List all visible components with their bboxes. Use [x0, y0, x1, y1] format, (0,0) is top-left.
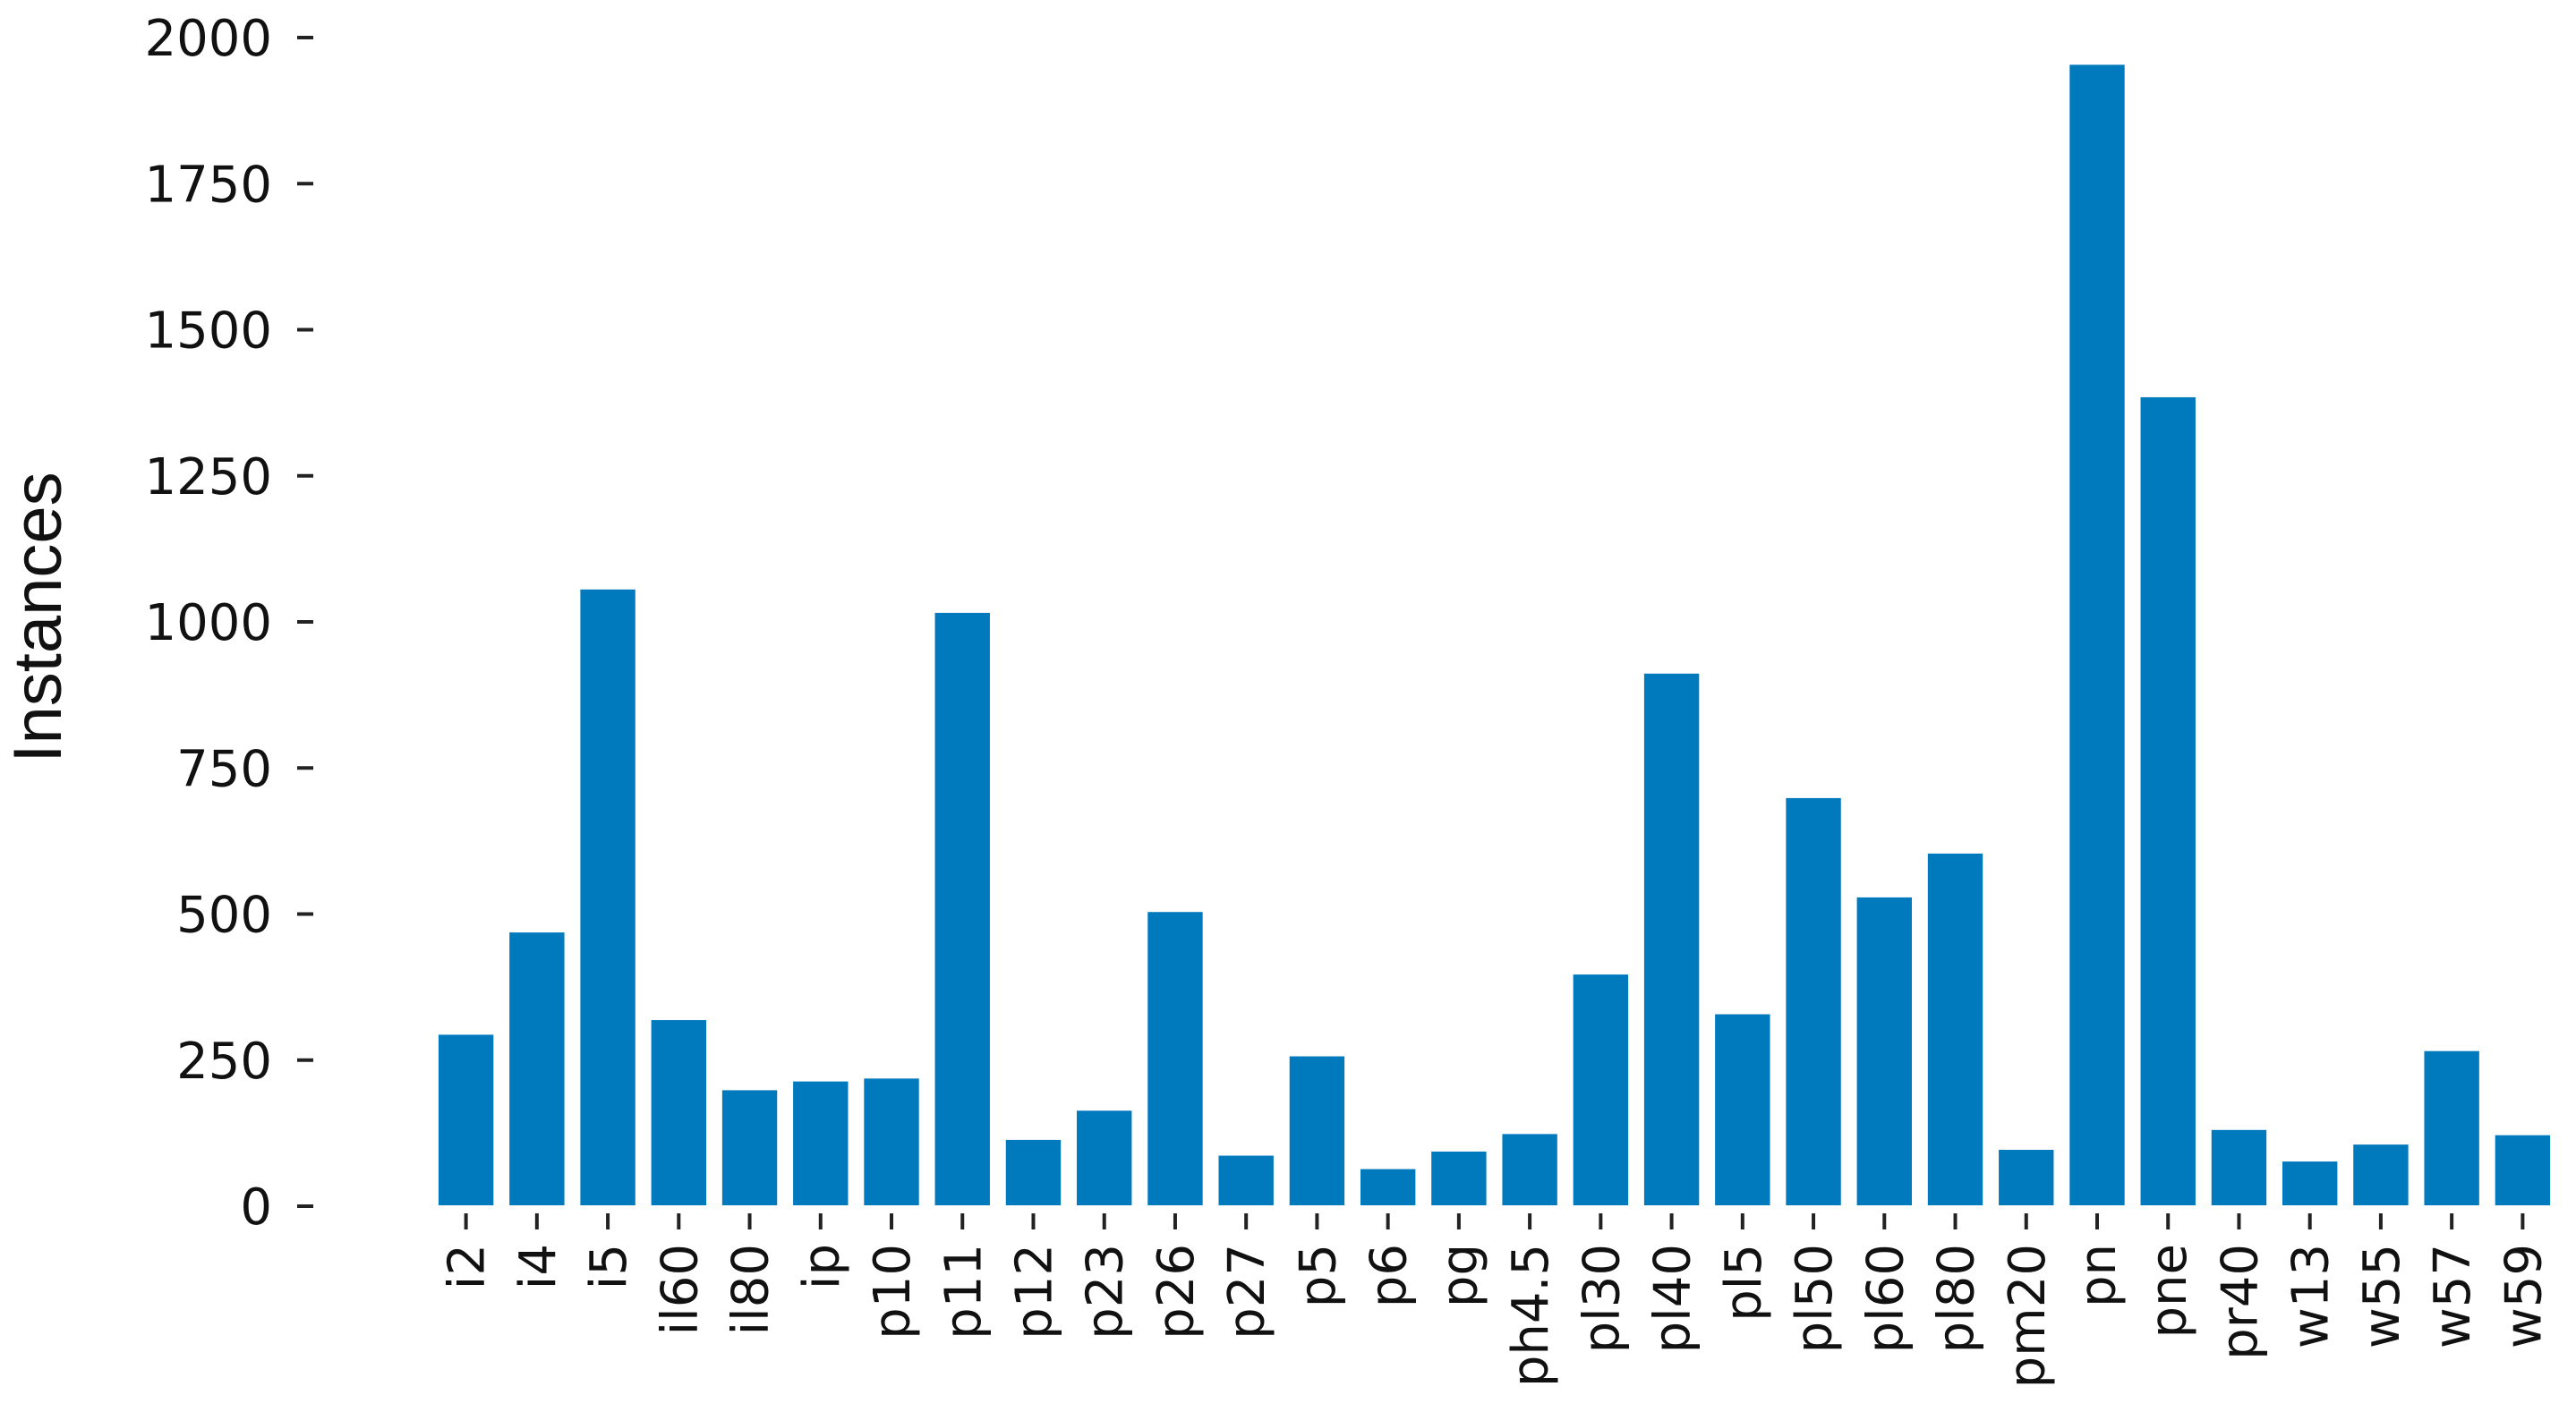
y-tick-label: 500: [176, 887, 272, 945]
x-tick-label: pl40: [1644, 1244, 1702, 1353]
bar: [2068, 63, 2127, 1207]
bar: [2209, 1127, 2269, 1207]
bar: [649, 1018, 709, 1208]
x-tick-label: i2: [439, 1244, 497, 1289]
y-tick-label: 250: [176, 1033, 272, 1091]
x-tick-label: p23: [1077, 1244, 1135, 1340]
bar: [1146, 910, 1205, 1207]
y-axis-title: Instances: [0, 472, 76, 762]
x-tick-label: p5: [1289, 1244, 1347, 1307]
x-tick-label: w55: [2353, 1244, 2411, 1348]
bar: [1713, 1012, 1772, 1208]
x-tick-label: pl60: [1856, 1244, 1915, 1353]
bar: [1784, 795, 1843, 1208]
bar: [1997, 1148, 2056, 1207]
bar: [1642, 671, 1702, 1207]
bar: [1075, 1109, 1134, 1208]
bar: [1429, 1149, 1488, 1207]
x-tick-label: i4: [509, 1244, 567, 1289]
y-tick-label: 1500: [144, 302, 272, 361]
x-tick-label: il60: [651, 1244, 709, 1335]
bar: [2422, 1049, 2481, 1208]
x-tick-label: p6: [1361, 1244, 1419, 1307]
x-tick-label: ip: [793, 1244, 851, 1289]
x-axis: i2 i4 i5 il60 il80 ip p10 p11 p12 p23 p26 p27 p5 p6 pg…: [439, 1213, 2553, 1388]
bar: [2280, 1160, 2340, 1208]
x-tick-label: i5: [580, 1244, 638, 1289]
x-tick-label: w13: [2282, 1244, 2341, 1348]
x-tick-label: ph4.5: [1502, 1244, 1560, 1387]
x-tick-label: pl30: [1573, 1244, 1631, 1353]
bar: [791, 1079, 850, 1207]
bar: [933, 610, 992, 1207]
bars: [436, 63, 2553, 1208]
bar: [2351, 1143, 2410, 1208]
y-tick-label: 2000: [144, 10, 272, 68]
x-tick-label: p27: [1218, 1244, 1276, 1340]
y-tick-label: 1000: [144, 594, 272, 652]
x-tick-label: p10: [864, 1244, 922, 1340]
bar: [862, 1076, 921, 1207]
bar: [1500, 1132, 1559, 1207]
y-axis: 0 250 500 750 1000 1250 1500 1750 2000: [144, 10, 313, 1237]
x-tick-label: p11: [934, 1244, 993, 1340]
y-tick-label: 750: [176, 740, 272, 798]
x-tick-label: pr40: [2211, 1244, 2269, 1360]
bar: [720, 1088, 780, 1208]
x-tick-label: w59: [2495, 1244, 2553, 1348]
y-tick-label: 0: [240, 1178, 272, 1237]
bar: [2493, 1133, 2553, 1208]
x-tick-label: pl80: [1928, 1244, 1986, 1353]
x-tick-label: w57: [2424, 1244, 2482, 1348]
y-tick-label: 1750: [144, 156, 272, 214]
bar: [508, 931, 567, 1207]
x-tick-label: pne: [2140, 1244, 2198, 1339]
bar: [1925, 851, 1985, 1207]
x-tick-label: il80: [722, 1244, 780, 1335]
x-tick-label: pl50: [1786, 1244, 1844, 1353]
bar: [1287, 1054, 1347, 1207]
bar: [1358, 1167, 1418, 1208]
x-tick-label: pn: [2069, 1244, 2128, 1307]
x-tick-label: p26: [1147, 1244, 1206, 1340]
bar: [1216, 1153, 1275, 1208]
y-tick-label: 1250: [144, 448, 272, 506]
bar: [2138, 395, 2197, 1207]
x-tick-label: pg: [1431, 1244, 1489, 1307]
bar: [1571, 973, 1631, 1207]
bar: [578, 587, 637, 1207]
x-tick-label: pm20: [1999, 1244, 2057, 1388]
x-tick-label: pl5: [1715, 1244, 1773, 1322]
bar: [1855, 895, 1914, 1207]
x-tick-label: p12: [1005, 1244, 1063, 1340]
bar: [436, 1033, 496, 1207]
bar: [1003, 1137, 1063, 1208]
